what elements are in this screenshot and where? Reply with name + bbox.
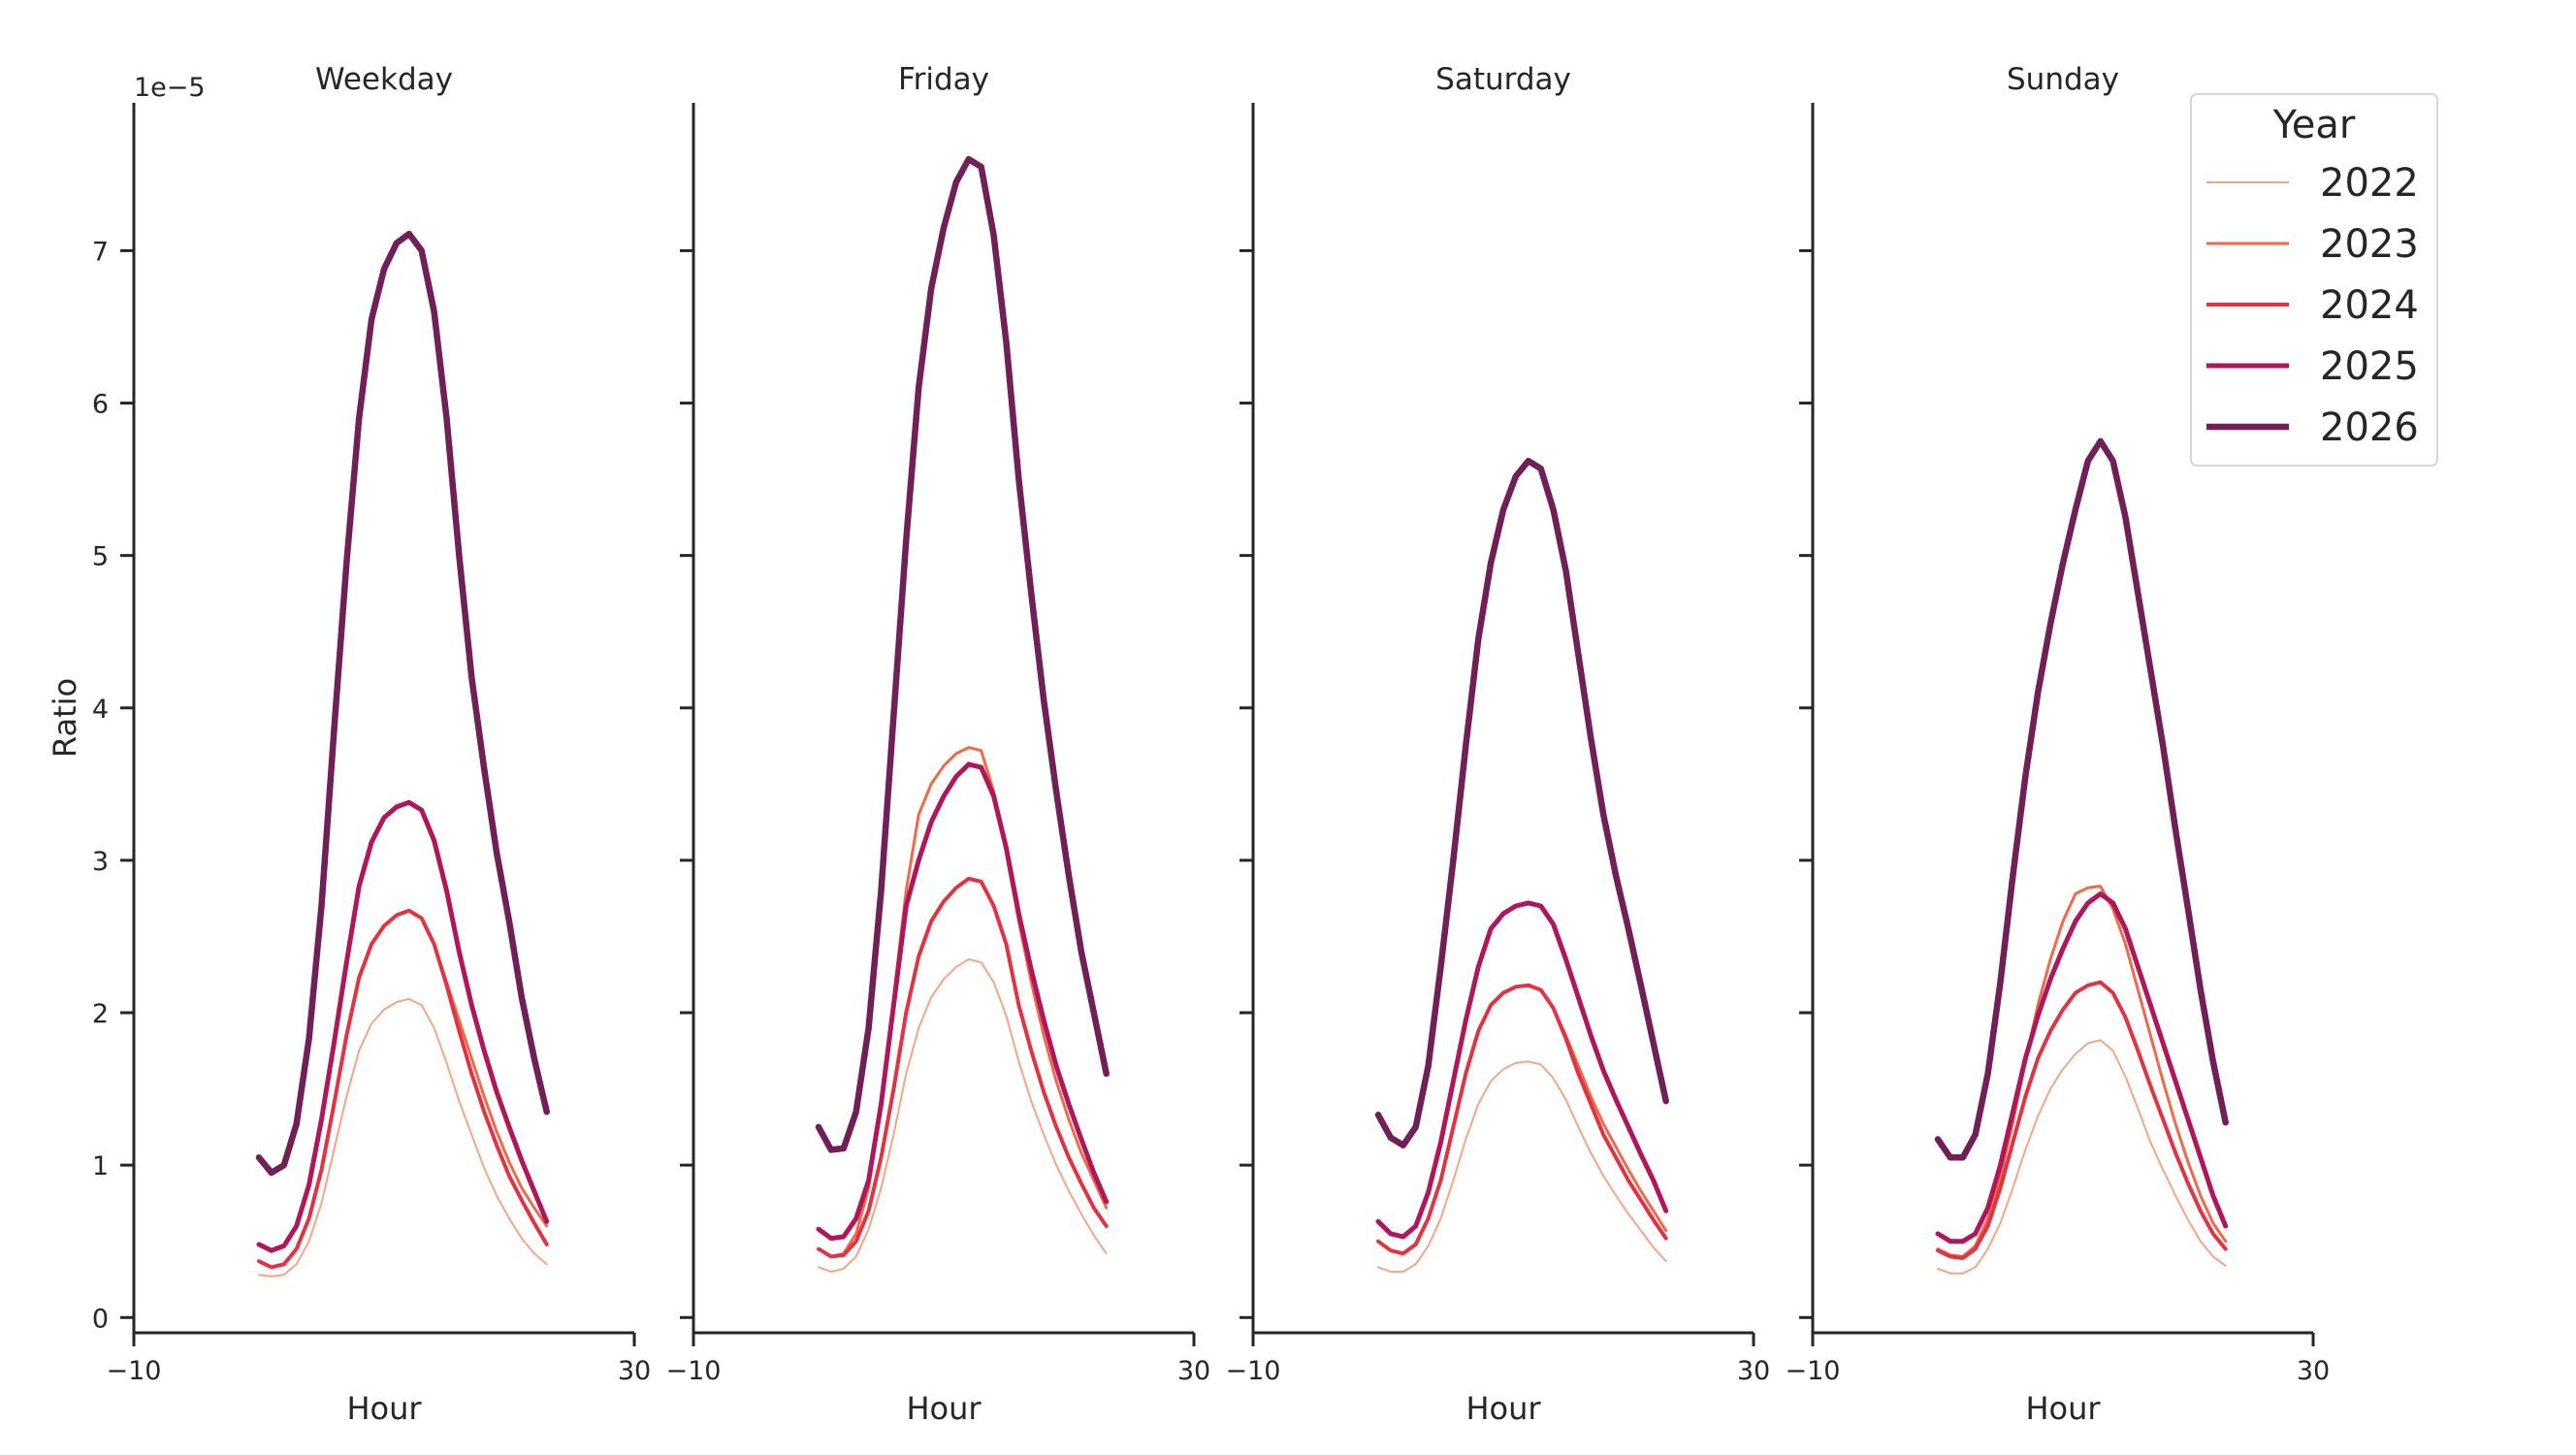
legend-item-2024: 2024 <box>2206 283 2419 328</box>
series-line-2025 <box>816 761 1110 1242</box>
x-tick-label: −10 <box>666 1356 722 1386</box>
panel-title: Weekday <box>315 62 453 97</box>
x-tick-label: −10 <box>1226 1356 1281 1386</box>
series-line-2022 <box>1377 1060 1667 1274</box>
series-line-2026 <box>255 230 550 1177</box>
panel-title: Friday <box>898 62 989 97</box>
x-axis-label: Hour <box>2025 1390 2101 1427</box>
series-line-2024 <box>257 908 549 1270</box>
x-tick-label: 30 <box>2297 1356 2330 1386</box>
series-line-2023 <box>1936 885 2228 1258</box>
legend-item-2025: 2025 <box>2206 344 2419 389</box>
panel-title: Sunday <box>2007 62 2119 97</box>
y-tick-label: 4 <box>92 695 109 725</box>
y-tick-label: 3 <box>92 847 109 877</box>
legend-label: 2023 <box>2320 222 2419 267</box>
legend-title: Year <box>2272 103 2356 147</box>
panel-saturday: Saturday −10 30 Hour <box>1226 62 1771 1427</box>
y-tick-label: 1 <box>92 1151 109 1181</box>
y-tick-label: 5 <box>92 542 109 572</box>
y-offset-label: 1e−5 <box>134 73 206 103</box>
legend-item-2026: 2026 <box>2206 405 2419 450</box>
y-tick-label: 0 <box>92 1304 109 1334</box>
panel-weekday: Weekday 0 1 2 3 4 5 6 7 −10 30 Hour <box>92 62 651 1427</box>
series-line-2024 <box>817 876 1109 1259</box>
series-line-2024 <box>1936 980 2228 1260</box>
legend-item-2022: 2022 <box>2206 161 2419 206</box>
legend-item-2023: 2023 <box>2206 222 2419 267</box>
y-axis-label: Ratio <box>47 678 83 758</box>
legend-frame <box>2190 93 2438 467</box>
legend-label: 2024 <box>2320 283 2419 328</box>
x-tick-label: 30 <box>618 1356 651 1386</box>
x-tick-label: −10 <box>1786 1356 1841 1386</box>
panel-sunday: Sunday −10 30 Hour <box>1786 62 2331 1427</box>
x-tick-label: 30 <box>1177 1356 1210 1386</box>
legend-label: 2022 <box>2320 161 2419 206</box>
panel-friday: Friday −10 30 Hour <box>666 62 1211 1427</box>
series-line-2022 <box>1937 1039 2227 1275</box>
series-line-2023 <box>817 746 1109 1258</box>
series-line-2026 <box>1934 437 2229 1161</box>
y-tick-label: 2 <box>92 999 109 1029</box>
series-line-2026 <box>1374 457 1669 1148</box>
panel-title: Saturday <box>1435 62 1571 97</box>
series-line-2022 <box>818 958 1108 1274</box>
y-tick-label: 6 <box>92 390 109 420</box>
y-tick-label: 7 <box>92 237 109 267</box>
series-line-2026 <box>815 155 1110 1153</box>
series-line-2022 <box>258 997 548 1277</box>
x-tick-label: −10 <box>107 1356 162 1386</box>
x-axis-label: Hour <box>1465 1390 1541 1427</box>
x-tick-label: 30 <box>1737 1356 1770 1386</box>
series-line-2024 <box>1376 983 1668 1256</box>
legend: Year 2022 2023 2024 2025 2026 <box>2190 93 2438 467</box>
x-axis-label: Hour <box>346 1390 422 1427</box>
legend-label: 2026 <box>2320 405 2419 450</box>
x-axis-label: Hour <box>906 1390 982 1427</box>
series-line-2025 <box>256 799 550 1253</box>
series-line-2025 <box>1375 900 1669 1240</box>
series-line-2025 <box>1935 891 2229 1245</box>
legend-label: 2025 <box>2320 344 2419 389</box>
